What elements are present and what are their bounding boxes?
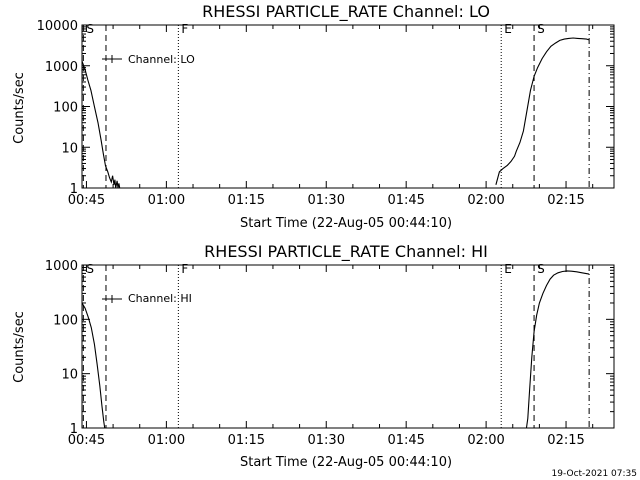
- x-tick-label: 01:45: [387, 433, 424, 448]
- y-tick-label: 100: [53, 313, 78, 328]
- data-series-line: [525, 270, 590, 428]
- event-marker-label: S: [86, 262, 94, 276]
- x-tick-label: 00:45: [68, 433, 105, 448]
- y-tick-label: 100: [53, 101, 78, 116]
- y-axis-title: Counts/sec: [12, 311, 27, 383]
- x-tick-label: 02:15: [547, 433, 584, 448]
- x-tick-label: 01:30: [308, 433, 345, 448]
- data-series-line: [82, 60, 121, 188]
- panel-hi-channel: RHESSI PARTICLE_RATE Channel: HI Start T…: [12, 242, 615, 470]
- y-tick-label: 1000: [45, 60, 78, 75]
- event-marker-label: S: [537, 22, 545, 36]
- x-tick-label: 01:00: [148, 193, 185, 208]
- panel-title: RHESSI PARTICLE_RATE Channel: HI: [204, 242, 488, 262]
- event-marker-label: S: [86, 22, 94, 36]
- panel-title: RHESSI PARTICLE_RATE Channel: LO: [202, 2, 490, 22]
- data-series-line: [82, 302, 106, 428]
- x-tick-label: 01:00: [148, 433, 185, 448]
- x-tick-label: 02:00: [467, 193, 504, 208]
- event-marker-label: F: [181, 262, 188, 276]
- panel-lo-channel: RHESSI PARTICLE_RATE Channel: LO Start T…: [12, 2, 615, 231]
- x-tick-label: 01:45: [387, 193, 424, 208]
- x-axis-title: Start Time (22-Aug-05 00:44:10): [240, 455, 452, 470]
- y-tick-label: 1000: [45, 259, 78, 274]
- y-tick-label: 10: [61, 141, 78, 156]
- legend-label: Channel: HI: [128, 292, 192, 305]
- x-tick-label: 01:30: [308, 193, 345, 208]
- x-tick-label: 00:45: [68, 193, 105, 208]
- x-tick-label: 01:15: [228, 433, 265, 448]
- event-marker-label: S: [537, 262, 545, 276]
- x-tick-label: 01:15: [228, 193, 265, 208]
- footer-timestamp: 19-Oct-2021 07:35: [552, 469, 637, 479]
- y-tick-label: 1: [70, 422, 78, 437]
- data-series-line: [495, 37, 590, 185]
- event-marker-label: E: [504, 262, 512, 276]
- event-marker-label: F: [181, 22, 188, 36]
- plot-frame: [81, 264, 615, 429]
- y-tick-label: 10000: [37, 19, 78, 34]
- x-tick-label: 02:15: [547, 193, 584, 208]
- x-tick-label: 02:00: [467, 433, 504, 448]
- event-marker-label: E: [504, 22, 512, 36]
- y-tick-label: 10: [61, 368, 78, 383]
- legend-label: Channel: LO: [128, 53, 195, 66]
- y-tick-label: 1: [70, 182, 78, 197]
- x-axis-title: Start Time (22-Aug-05 00:44:10): [240, 216, 452, 231]
- y-axis-title: Counts/sec: [12, 72, 27, 144]
